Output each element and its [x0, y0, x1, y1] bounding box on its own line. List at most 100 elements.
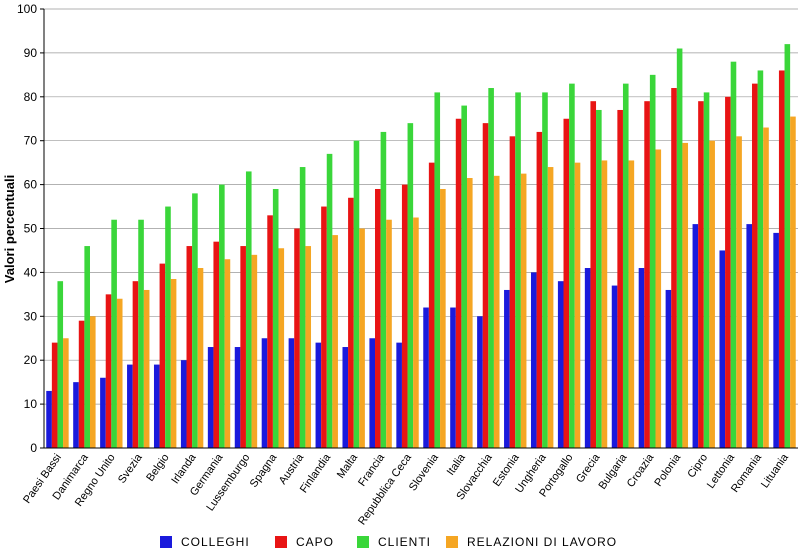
y-tick-label: 70 [24, 134, 38, 148]
bar-clienti [596, 109, 602, 448]
bar-colleghi [207, 347, 214, 448]
bar-colleghi [127, 364, 133, 448]
legend-swatch [275, 536, 287, 548]
bar-clienti [245, 171, 252, 448]
bar-colleghi [719, 250, 726, 448]
bar-clienti [353, 140, 360, 448]
bar-clienti [57, 281, 64, 448]
bars [46, 44, 796, 449]
legend-item: RELAZIONI DI LAVORO [446, 535, 616, 549]
x-tick-label: Belgio [144, 452, 171, 484]
legend: COLLEGHI CAPO CLIENTI RELAZIONI DI LAVORO [160, 535, 616, 549]
y-axis-label: Valori percentuali [2, 175, 17, 283]
bar-relazioni-di-lavoro [628, 160, 635, 448]
bar-relazioni-di-lavoro [89, 316, 96, 448]
bar-relazioni-di-lavoro [601, 160, 608, 448]
bar-colleghi [530, 272, 537, 448]
y-tick-label: 20 [24, 353, 38, 367]
x-tick-label: Spagna [248, 451, 280, 490]
bar-clienti [488, 88, 494, 449]
bar-capo [159, 263, 166, 448]
bar-relazioni-di-lavoro [332, 235, 338, 448]
x-tick-label: Malta [335, 451, 361, 481]
bar-colleghi [746, 224, 753, 448]
bar-clienti [434, 92, 441, 448]
bar-relazioni-di-lavoro [682, 142, 689, 448]
bar-clienti [515, 92, 521, 448]
bar-relazioni-di-lavoro [790, 116, 796, 448]
bar-colleghi [638, 268, 645, 448]
legend-swatch [357, 536, 369, 548]
bar-colleghi [288, 338, 295, 448]
bar-clienti [461, 105, 467, 448]
x-tick-label: Cipro [685, 452, 710, 480]
bar-capo [132, 281, 139, 448]
legend-item: CLIENTI [357, 535, 431, 549]
axes [43, 9, 798, 449]
bar-capo [240, 246, 246, 448]
y-tick-label: 90 [24, 46, 38, 60]
legend-swatch [446, 536, 458, 548]
bar-colleghi [342, 347, 349, 448]
bar-relazioni-di-lavoro [197, 268, 204, 448]
bar-capo [482, 123, 489, 448]
bar-capo [563, 118, 570, 448]
y-tick-labels: 0 10 20 30 40 50 60 70 80 90 100 [17, 2, 37, 455]
bar-colleghi [557, 281, 564, 448]
bar-capo [105, 294, 112, 448]
bar-relazioni-di-lavoro [170, 278, 177, 448]
x-tick-label: Lituania [759, 451, 791, 490]
x-tick-label: Polonia [652, 451, 683, 489]
bar-clienti [165, 206, 171, 448]
bar-clienti [192, 193, 198, 448]
bar-capo [294, 228, 300, 448]
bar-colleghi [773, 232, 779, 448]
bar-colleghi [423, 307, 429, 448]
bar-clienti [622, 83, 629, 448]
bar-colleghi [180, 360, 187, 448]
bar-relazioni-di-lavoro [763, 127, 769, 448]
bar-capo [78, 320, 85, 448]
bar-capo [401, 184, 408, 448]
bar-clienti [730, 61, 737, 449]
bar-colleghi [665, 289, 672, 448]
legend-label: CLIENTI [378, 535, 431, 549]
bar-capo [509, 136, 516, 448]
bar-colleghi [46, 390, 52, 448]
bar-relazioni-di-lavoro [413, 217, 419, 448]
bar-relazioni-di-lavoro [386, 219, 392, 448]
bar-relazioni-di-lavoro [736, 136, 742, 448]
bar-colleghi [73, 382, 79, 448]
bar-relazioni-di-lavoro [278, 248, 285, 448]
x-tick-label: Italia [445, 451, 469, 478]
bar-colleghi [611, 285, 618, 448]
bar-capo [51, 342, 58, 448]
y-tick-label: 60 [24, 178, 38, 192]
bar-colleghi [100, 377, 106, 448]
bar-capo [698, 101, 704, 448]
bar-colleghi [315, 342, 322, 448]
y-tick-label: 50 [24, 222, 38, 236]
bar-capo [778, 70, 785, 449]
bar-relazioni-di-lavoro [143, 289, 150, 448]
y-tick-label: 0 [30, 441, 37, 455]
bar-clienti [542, 92, 548, 448]
bar-capo [186, 246, 193, 448]
bar-clienti [703, 92, 710, 448]
bar-relazioni-di-lavoro [655, 149, 662, 449]
bar-capo [644, 101, 650, 448]
bar-clienti [326, 153, 333, 448]
y-tick-label: 30 [24, 309, 38, 323]
bar-colleghi [450, 307, 456, 448]
bar-capo [671, 88, 677, 449]
bar-relazioni-di-lavoro [547, 167, 554, 449]
bar-capo [321, 206, 327, 448]
x-tick-label: Repubblica Ceca [356, 451, 414, 527]
bar-relazioni-di-lavoro [224, 259, 231, 448]
bar-colleghi [396, 342, 402, 448]
bar-relazioni-di-lavoro [440, 188, 446, 449]
bar-relazioni-di-lavoro [116, 298, 123, 448]
bar-colleghi [504, 289, 510, 448]
bar-colleghi [692, 224, 699, 448]
